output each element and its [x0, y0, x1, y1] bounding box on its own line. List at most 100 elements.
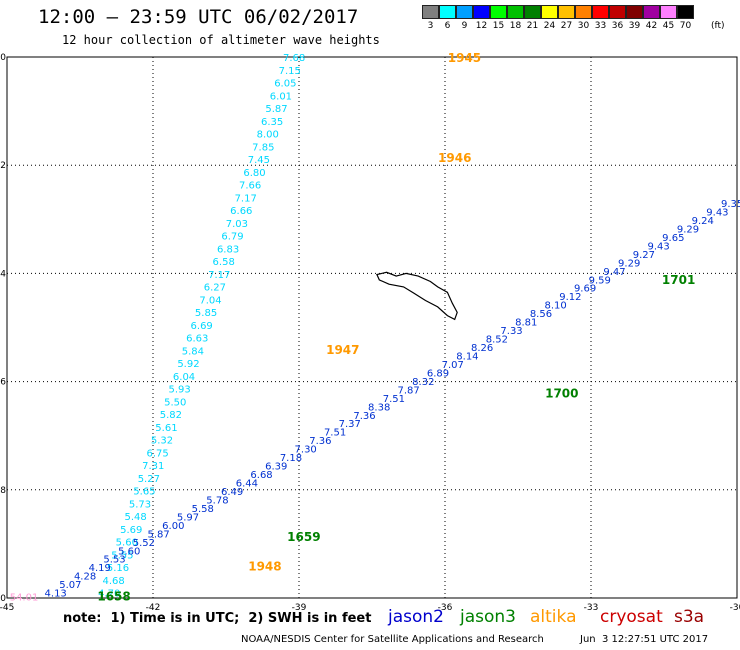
pass-time-label: 1701: [662, 273, 695, 287]
wave-height-label: 6.83: [217, 244, 239, 255]
wave-height-label: 5.65: [133, 487, 155, 498]
wave-height-label: 8.32: [412, 377, 434, 388]
wave-height-label: 7.07: [442, 360, 464, 371]
colorbar-swatch: [524, 5, 541, 19]
wave-height-label: 8.81: [515, 318, 537, 329]
wave-height-label: 5.84: [182, 346, 204, 357]
colorbar-swatch: [507, 5, 524, 19]
colorbar-tick-label: 42: [645, 21, 658, 31]
colorbar-tick-label: 27: [560, 21, 573, 31]
colorbar-swatch: [541, 5, 558, 19]
wave-height-label: 6.49: [221, 487, 243, 498]
wave-height-label: 6.35: [261, 117, 283, 128]
wave-height-label: 8.00: [257, 130, 279, 141]
colorbar-swatch: [422, 5, 439, 19]
wave-height-label: 9.27: [633, 250, 655, 261]
colorbar-swatch: [473, 5, 490, 19]
wave-height-label: 5.60: [116, 538, 138, 549]
wave-height-label: 9.65: [662, 233, 684, 244]
south-georgia-coastline: [376, 271, 458, 321]
wave-height-label: 9.43: [706, 208, 728, 219]
colorbar-tick-label: 18: [509, 21, 522, 31]
wave-height-label: 9.12: [559, 292, 581, 303]
colorbar-tick-label: 12: [475, 21, 488, 31]
colorbar-unit: (ft): [711, 21, 725, 31]
wave-height-label: 5.60: [118, 546, 140, 557]
wave-height-label: 7.30: [295, 445, 317, 456]
wave-height-label: 5.48: [124, 512, 146, 523]
colorbar-tick-label: 24: [543, 21, 556, 31]
wave-height-label: 7.51: [383, 394, 405, 405]
wave-height-label: 9.59: [589, 275, 611, 286]
latitude-tick-label: -52: [0, 161, 6, 171]
wave-height-label: 5.53: [103, 555, 125, 566]
wave-height-label: 7.68: [283, 53, 305, 64]
colorbar-swatch: [643, 5, 660, 19]
wave-height-label: 4.13: [45, 589, 67, 600]
wave-height-label: 7.03: [226, 219, 248, 230]
wave-height-label: 5.78: [206, 495, 228, 506]
colorbar-tick-label: 70: [679, 21, 692, 31]
wave-height-label: 5.87: [265, 104, 287, 115]
legend-item-s3a: s3a: [674, 607, 705, 627]
colorbar-swatch: [558, 5, 575, 19]
wave-height-label: 4.68: [102, 576, 124, 587]
colorbar-tick-label: 6: [444, 21, 451, 31]
wave-height-label: 6.69: [191, 321, 213, 332]
wave-height-label: 9.35: [721, 199, 740, 210]
wave-height-label: 6.44: [236, 479, 258, 490]
wave-height-label: 4.28: [74, 572, 96, 583]
wave-height-label: 6.00: [162, 521, 184, 532]
wave-height-label: 7.66: [239, 181, 261, 192]
wave-height-label: 5.93: [169, 385, 191, 396]
wave-height-label: 4.19: [89, 563, 111, 574]
longitude-tick-label: -42: [146, 603, 161, 613]
wave-height-label: 5.52: [133, 538, 155, 549]
wave-height-label: 7.33: [500, 326, 522, 337]
wave-height-label: 6.04: [173, 372, 195, 383]
longitude-tick-label: -36: [438, 603, 453, 613]
wave-height-label: 6.79: [221, 232, 243, 243]
wave-height-label: 9.69: [574, 284, 596, 295]
wave-height-label: 5.07: [59, 580, 81, 591]
wave-height-label: 8.10: [545, 301, 567, 312]
colorbar-tick-label: 39: [628, 21, 641, 31]
map-frame: [6, 56, 738, 599]
colorbar-swatch: [660, 5, 677, 19]
pass-time-label: 1700: [545, 386, 578, 400]
wave-height-label: 5.32: [151, 436, 173, 447]
wave-height-label: 5.16: [107, 563, 129, 574]
wave-height-label: 5.27: [138, 474, 160, 485]
pass-time-label: 1658: [97, 589, 130, 603]
wave-height-label: 7.45: [248, 155, 270, 166]
longitude-tick-label: -33: [584, 603, 599, 613]
wave-height-label: 7.36: [353, 411, 375, 422]
pass-time-label: 1947: [326, 343, 359, 357]
wave-height-label: 6.05: [274, 79, 296, 90]
generated-timestamp: Jun 3 12:27:51 UTC 2017: [580, 634, 709, 645]
wave-height-label: 7.36: [309, 436, 331, 447]
colorbar-tick-label: 15: [492, 21, 505, 31]
wave-height-label: 5.50: [164, 397, 186, 408]
colorbar-swatch: [677, 5, 694, 19]
wave-height-label: 6.63: [186, 334, 208, 345]
wave-height-label: 6.80: [243, 168, 265, 179]
wave-height-label: 8.26: [471, 343, 493, 354]
wave-height-label: 9.47: [603, 267, 625, 278]
wave-height-label: 5.69: [120, 525, 142, 536]
colorbar-tick-label: 36: [611, 21, 624, 31]
page-subtitle: 12 hour collection of altimeter wave hei…: [62, 33, 380, 47]
wave-height-label: 7.18: [280, 453, 302, 464]
colorbar-tick-label: 45: [662, 21, 675, 31]
pass-time-label: 1945: [448, 51, 481, 65]
credit-line: NOAA/NESDIS Center for Satellite Applica…: [241, 634, 544, 645]
pass-time-label: 1946: [438, 151, 471, 165]
colorbar-swatch: [490, 5, 507, 19]
wave-height-label: 54.01: [10, 592, 39, 603]
colorbar-swatch: [609, 5, 626, 19]
legend-item-altika: altika: [530, 607, 577, 627]
wave-height-label: 5.92: [177, 359, 199, 370]
latitude-tick-label: -60: [0, 594, 6, 604]
wave-height-label: 5.58: [192, 504, 214, 515]
